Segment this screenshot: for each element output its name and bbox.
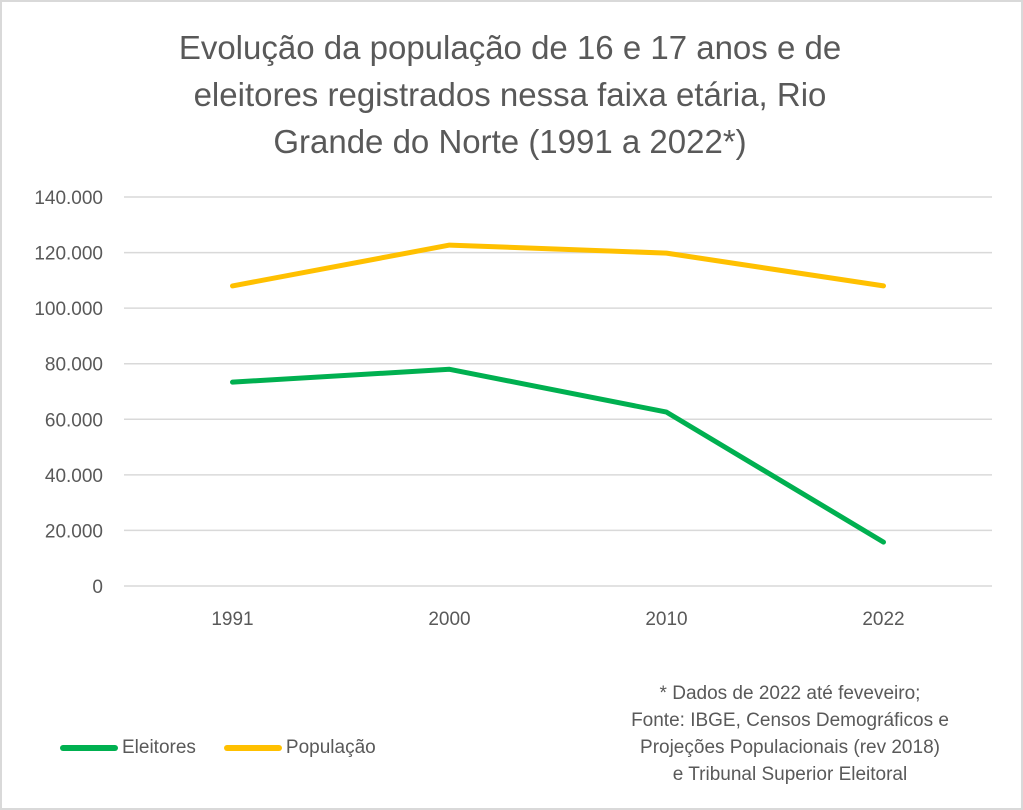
series-line-populacao [230, 242, 886, 289]
legend-item-populacao[interactable]: População [223, 737, 376, 759]
x-tick-label: 2000 [428, 609, 470, 630]
legend-label-populacao: População [285, 737, 376, 758]
x-tick-label: 2022 [862, 609, 904, 630]
legend-item-eleitores[interactable]: Eleitores [60, 737, 196, 759]
footnote-line-2: Fonte: IBGE, Censos Demográficos e [631, 710, 949, 731]
y-axis-ticks: 0 20.000 40.000 60.000 80.000 100.000 120.000 1… [34, 188, 103, 598]
y-tick-label: 20.000 [45, 521, 103, 542]
gridlines [124, 196, 992, 587]
footnote: * Dados de 2022 até feveveiro; Fonte: IB… [580, 680, 1000, 788]
legend: Eleitores População [60, 737, 404, 759]
chart-title-line-1: Evolução da população de 16 e 17 anos e … [178, 29, 842, 66]
x-tick-label: 1991 [211, 609, 253, 630]
chart-title: Evolução da população de 16 e 17 anos e … [120, 24, 900, 165]
series-line-eleitores [230, 366, 886, 545]
legend-swatch-populacao [223, 745, 282, 751]
chart-title-line-3: Grande do Norte (1991 a 2022*) [273, 123, 747, 160]
y-tick-label: 80.000 [45, 355, 103, 376]
legend-label-eleitores: Eleitores [122, 737, 196, 758]
x-axis-ticks: 1991 2000 2010 2022 [211, 609, 904, 630]
y-tick-label: 120.000 [34, 244, 103, 265]
footnote-line-4: e Tribunal Superior Eleitoral [672, 764, 908, 785]
y-tick-label: 40.000 [45, 466, 103, 487]
footnote-line-3: Projeções Populacionais (rev 2018) [640, 737, 940, 758]
y-tick-label: 0 [92, 577, 103, 598]
y-tick-label: 140.000 [34, 188, 103, 209]
legend-swatch-eleitores [60, 745, 118, 751]
chart-title-line-2: eleitores registrados nessa faixa etária… [193, 76, 827, 113]
series-lines [230, 242, 886, 545]
y-tick-label: 60.000 [45, 410, 103, 431]
y-tick-label: 100.000 [34, 299, 103, 320]
x-tick-label: 2010 [645, 609, 687, 630]
footnote-line-1: * Dados de 2022 até feveveiro; [659, 683, 921, 704]
